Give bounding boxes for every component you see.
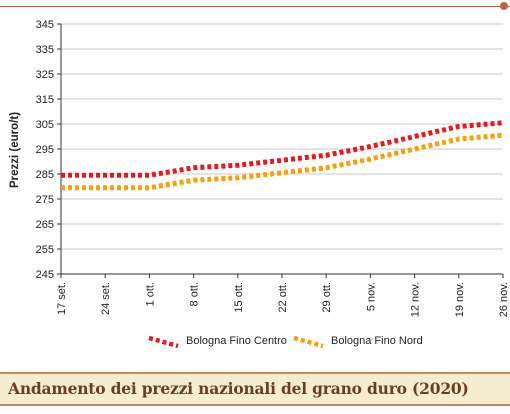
series-lines bbox=[61, 120, 504, 191]
x-tick-label-10: 26 nov. bbox=[498, 282, 510, 317]
x-tick-labels: 17 set. 24 set. 1 ott. 8 ott. 15 ott. 22 ott.… bbox=[56, 282, 510, 317]
legend: Bologna Fino Centro Bologna Fino Nord bbox=[0, 330, 510, 352]
y-tick-label-325: 325 bbox=[36, 69, 54, 81]
y-axis-label: Prezzi (euro/t) bbox=[9, 112, 21, 188]
y-tick-label-265: 265 bbox=[36, 219, 54, 231]
x-tick-label-2: 1 ott. bbox=[144, 282, 156, 306]
x-tick-label-0: 17 set. bbox=[56, 282, 68, 315]
legend-label-centro: Bologna Fino Centro bbox=[186, 335, 287, 347]
y-tick-label-315: 315 bbox=[36, 94, 54, 106]
x-tick-label-1: 24 set. bbox=[100, 282, 112, 315]
series-line-1 bbox=[61, 132, 504, 191]
x-tick-label-5: 22 ott. bbox=[277, 282, 289, 313]
x-tick-label-7: 5 nov. bbox=[365, 282, 377, 311]
legend-item-nord: Bologna Fino Nord bbox=[293, 330, 423, 352]
y-tick-label-335: 335 bbox=[36, 44, 54, 56]
legend-swatch-centro bbox=[148, 330, 180, 352]
legend-label-nord: Bologna Fino Nord bbox=[331, 335, 423, 347]
y-tick-label-295: 295 bbox=[36, 144, 54, 156]
y-tick-label-285: 285 bbox=[36, 169, 54, 181]
y-tick-label-245: 245 bbox=[36, 269, 54, 281]
top-rule-dot bbox=[500, 2, 508, 10]
caption-bar: Andamento dei prezzi nazionali del grano… bbox=[0, 372, 510, 406]
x-tick-label-9: 19 nov. bbox=[454, 282, 466, 317]
x-tick-label-6: 29 ott. bbox=[321, 282, 333, 313]
top-rule bbox=[0, 6, 510, 7]
line-chart: 245 255 265 275 285 295 305 315 325 335 345 17 set… bbox=[9, 19, 510, 317]
y-tick-label-255: 255 bbox=[36, 244, 54, 256]
y-tick-label-305: 305 bbox=[36, 119, 54, 131]
x-tick-label-8: 12 nov. bbox=[410, 282, 422, 317]
legend-swatch-nord bbox=[293, 330, 325, 352]
y-tick-label-345: 345 bbox=[36, 19, 54, 31]
y-tick-labels: 245 255 265 275 285 295 305 315 325 335 345 bbox=[36, 19, 54, 281]
legend-item-centro: Bologna Fino Centro bbox=[148, 330, 287, 352]
caption-title: Andamento dei prezzi nazionali del grano… bbox=[8, 379, 469, 398]
axes bbox=[57, 23, 504, 278]
x-tick-label-4: 15 ott. bbox=[233, 282, 245, 313]
grid-lines bbox=[61, 23, 503, 250]
y-tick-label-275: 275 bbox=[36, 194, 54, 206]
x-tick-label-3: 8 ott. bbox=[189, 282, 201, 306]
series-line-0 bbox=[61, 120, 504, 178]
